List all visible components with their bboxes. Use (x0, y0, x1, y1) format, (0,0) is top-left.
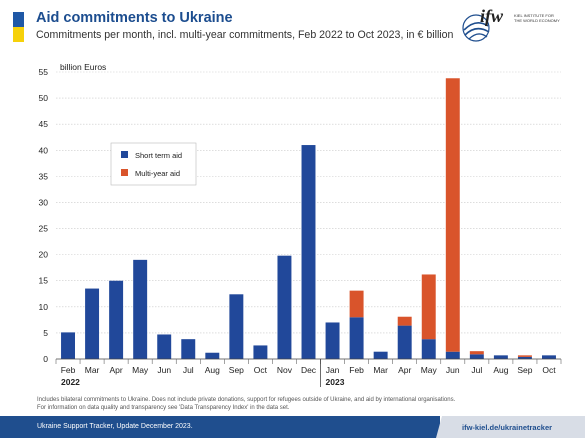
page-subtitle: Commitments per month, incl. multi-year … (36, 29, 454, 41)
x-tick-label: Sep (517, 365, 532, 375)
footnote-line2: For information on data quality and tran… (37, 404, 290, 411)
bar-short-term (517, 356, 532, 359)
bar-multi-year (469, 351, 484, 355)
year-label: 2023 (326, 377, 345, 387)
y-tick-label: 15 (39, 276, 49, 286)
y-tick-label: 20 (39, 250, 49, 260)
bar-short-term (253, 345, 268, 359)
tracker-link[interactable]: ifw-kiel.de/ukrainetracker (462, 423, 553, 432)
bar-short-term (349, 317, 364, 359)
x-tick-label: Feb (61, 365, 76, 375)
footnote-line1: Includes bilateral commitments to Ukrain… (37, 397, 456, 403)
flag-blue-band (13, 12, 24, 27)
bar-short-term (229, 294, 244, 359)
x-tick-label: May (132, 365, 149, 375)
logo-institute-line1: KIEL INSTITUTE FOR (514, 13, 554, 18)
x-tick-label: Jan (326, 365, 340, 375)
x-tick-label: Jun (446, 365, 460, 375)
y-axis-label: billion Euros (60, 62, 106, 72)
y-tick-label: 25 (39, 224, 49, 234)
bar-multi-year (397, 316, 412, 326)
flag-yellow-band (13, 27, 24, 42)
x-tick-label: Aug (493, 365, 508, 375)
bar-short-term (542, 355, 556, 359)
x-tick-label: Jun (157, 365, 171, 375)
y-tick-label: 50 (39, 93, 49, 103)
bar-multi-year (349, 290, 364, 318)
legend-swatch-short-term (121, 151, 128, 158)
x-tick-label: Jul (183, 365, 194, 375)
x-tick-label: Apr (110, 365, 123, 375)
x-tick-label: Jul (471, 365, 482, 375)
footer-left-panel (0, 416, 440, 438)
chart-legend: Short term aid Multi-year aid (110, 142, 197, 186)
bar-short-term (397, 325, 412, 359)
y-tick-label: 0 (43, 354, 48, 364)
bar-multi-year (517, 355, 532, 357)
y-tick-label: 10 (39, 302, 49, 312)
y-tick-label: 55 (39, 67, 49, 77)
bar-short-term (421, 339, 436, 359)
logo-mark: ifw (480, 6, 504, 26)
legend-label-short-term: Short term aid (135, 151, 182, 160)
x-tick-label: Oct (254, 365, 268, 375)
x-tick-label: May (421, 365, 438, 375)
bar-short-term (445, 351, 460, 359)
x-tick-label: Mar (373, 365, 388, 375)
bar-short-term (85, 288, 100, 359)
aid-commitments-chart: 0 5 10 15 20 25 30 35 40 45 50 55 billion Euros Feb… (39, 62, 562, 387)
x-tick-label: Dec (301, 365, 317, 375)
legend-box (110, 142, 197, 186)
bar-short-term (277, 255, 292, 359)
year-label: 2022 (61, 377, 80, 387)
footer-right-panel (436, 416, 585, 438)
ifw-logo: ifw KIEL INSTITUTE FOR THE WORLD ECONOMY (456, 6, 574, 46)
bar-short-term (61, 332, 75, 359)
bar-short-term (157, 334, 172, 359)
y-tick-label: 5 (43, 328, 48, 338)
chart-bars (61, 78, 556, 359)
bar-multi-year (421, 274, 436, 340)
bar-short-term (493, 355, 508, 359)
bar-multi-year (445, 78, 460, 352)
ukraine-flag-icon (13, 12, 24, 42)
page-title: Aid commitments to Ukraine (36, 10, 233, 26)
x-tick-label: Feb (349, 365, 364, 375)
x-tick-label: Oct (542, 365, 556, 375)
bar-short-term (301, 145, 316, 359)
x-tick-label: Apr (398, 365, 411, 375)
y-tick-label: 35 (39, 171, 49, 181)
y-tick-label: 45 (39, 119, 49, 129)
bar-short-term (109, 280, 124, 359)
logo-institute-line2: THE WORLD ECONOMY (514, 18, 560, 23)
bar-short-term (181, 339, 196, 359)
bar-short-term (133, 259, 148, 359)
x-tick-label: Nov (277, 365, 293, 375)
x-tick-label: Mar (85, 365, 100, 375)
y-tick-label: 40 (39, 145, 49, 155)
footnote: Includes bilateral commitments to Ukrain… (37, 397, 455, 412)
footer-source-text: Ukraine Support Tracker, Update December… (37, 423, 193, 430)
bar-short-term (469, 354, 484, 359)
bar-short-term (373, 351, 388, 359)
legend-swatch-multi-year (121, 169, 128, 176)
y-axis-ticks: 0 5 10 15 20 25 30 35 40 45 50 55 (39, 67, 49, 364)
legend-label-multi-year: Multi-year aid (135, 169, 180, 178)
bar-short-term (325, 322, 340, 359)
y-tick-label: 30 (39, 197, 49, 207)
x-tick-label: Aug (205, 365, 220, 375)
x-tick-label: Sep (229, 365, 244, 375)
globe-icon (462, 14, 490, 42)
x-axis: Feb Mar Apr May Jun Jul Aug Sep Oct Nov Dec Jan Feb M… (55, 358, 562, 387)
bar-short-term (205, 352, 220, 359)
logo-institute-name: KIEL INSTITUTE FOR THE WORLD ECONOMY (514, 13, 560, 23)
